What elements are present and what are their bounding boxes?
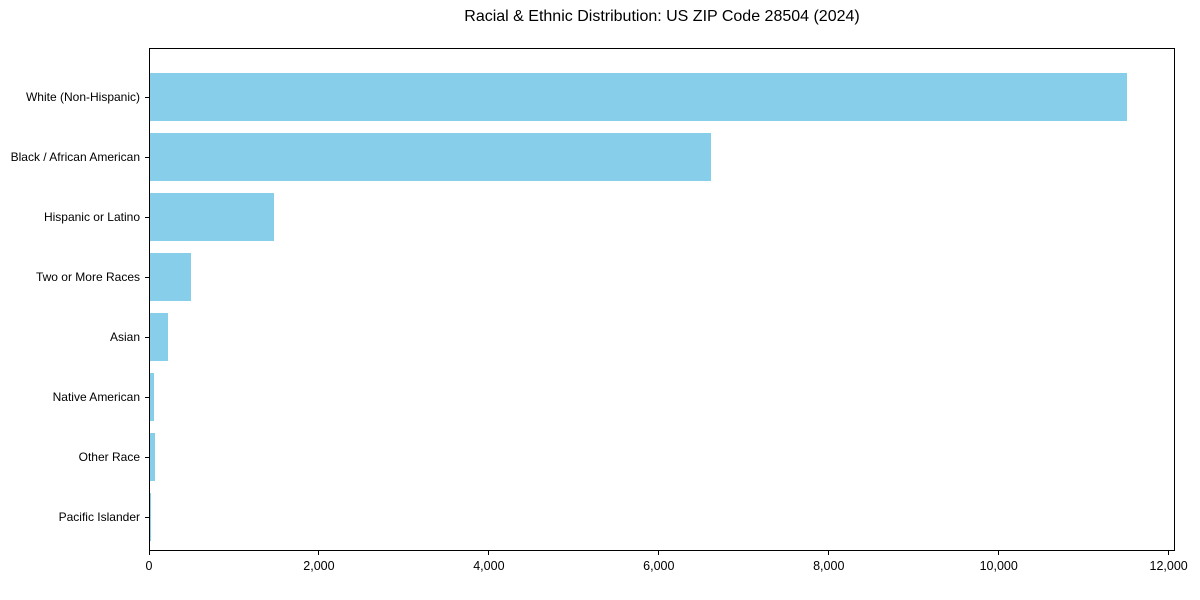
x-axis-tick [318, 551, 320, 555]
y-axis-tick [145, 337, 149, 338]
x-axis-tick [148, 551, 150, 555]
y-axis-label: Asian [109, 330, 140, 344]
x-axis-tick [658, 551, 660, 555]
x-axis-tick-label: 2,000 [303, 559, 335, 573]
bar [150, 433, 155, 481]
x-axis-tick-label: 12,000 [1149, 559, 1188, 573]
y-axis-label: Hispanic or Latino [43, 210, 140, 224]
x-axis-tick [1168, 551, 1170, 555]
x-axis-tick [998, 551, 1000, 555]
y-axis-label: Black / African American [10, 150, 140, 164]
x-axis-tick-label: 4,000 [473, 559, 505, 573]
y-axis-label: Two or More Races [35, 270, 140, 284]
y-axis-tick [145, 517, 149, 518]
x-axis-tick-label: 10,000 [979, 559, 1018, 573]
y-axis-tick [145, 397, 149, 398]
y-axis-label: Other Race [78, 450, 140, 464]
x-axis-tick-label: 8,000 [813, 559, 845, 573]
bar [150, 493, 151, 541]
x-axis-tick-label: 0 [145, 559, 153, 573]
chart-title: Racial & Ethnic Distribution: US ZIP Cod… [464, 8, 860, 25]
bar [150, 313, 168, 361]
y-axis-label: Native American [52, 390, 140, 404]
y-axis-tick [145, 457, 149, 458]
plot-area [149, 48, 1175, 551]
y-axis-label: Pacific Islander [58, 510, 140, 524]
x-axis-tick-label: 6,000 [643, 559, 675, 573]
bar [150, 133, 711, 181]
bar [150, 193, 275, 241]
y-axis-tick [145, 217, 149, 218]
x-axis-tick [828, 551, 830, 555]
bar [150, 373, 154, 421]
x-axis-tick [488, 551, 490, 555]
y-axis-tick [145, 277, 149, 278]
y-axis-tick [145, 157, 149, 158]
bar [150, 73, 1128, 121]
bar [150, 253, 191, 301]
y-axis-tick [145, 97, 149, 98]
y-axis-label: White (Non-Hispanic) [25, 90, 140, 104]
